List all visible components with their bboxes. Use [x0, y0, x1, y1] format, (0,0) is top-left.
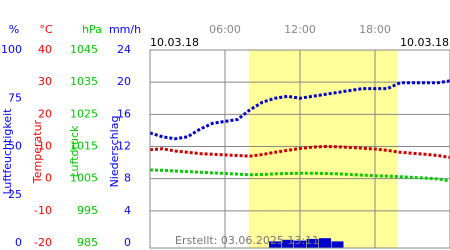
- daylight-band: [248, 50, 398, 248]
- start-date: 10.03.18: [150, 36, 199, 49]
- axis-title: Temperatur: [31, 119, 44, 184]
- y-tick-label: 20: [117, 75, 131, 88]
- x-tick-label: 18:00: [359, 23, 391, 36]
- y-tick-label: 0: [45, 172, 52, 185]
- y-tick-label: 25: [8, 188, 22, 201]
- y-tick-label: 1035: [70, 75, 98, 88]
- axis-unit: °C: [39, 23, 53, 36]
- y-tick-label: 75: [8, 91, 22, 104]
- precip-bar: [269, 241, 281, 248]
- y-tick-label: 10: [38, 140, 52, 153]
- plot-area: [149, 49, 450, 249]
- y-tick-label: 1025: [70, 107, 98, 120]
- axis-unit: %: [9, 23, 19, 36]
- axis-unit: mm/h: [109, 23, 141, 36]
- footnote: Erstellt: 03.06.2025 13:11: [175, 234, 319, 247]
- y-tick-label: 40: [38, 43, 52, 56]
- y-tick-label: 30: [38, 75, 52, 88]
- y-tick-label: 24: [117, 43, 131, 56]
- y-tick-label: 100: [1, 43, 22, 56]
- precip-bar: [331, 241, 344, 248]
- y-tick-label: -10: [34, 204, 52, 217]
- y-tick-label: 995: [77, 204, 98, 217]
- axis-title: Niederschlag: [108, 116, 121, 188]
- y-tick-label: 1015: [70, 140, 98, 153]
- y-tick-label: 16: [117, 107, 131, 120]
- y-tick-label: 0: [124, 236, 131, 249]
- y-tick-label: 20: [38, 107, 52, 120]
- y-tick-label: 50: [8, 140, 22, 153]
- axis-title: Luftfeuchtigkeit: [1, 108, 14, 195]
- y-tick-label: 1005: [70, 172, 98, 185]
- precip-bar: [319, 238, 331, 248]
- precip-bar: [294, 240, 306, 248]
- precip-bar: [281, 239, 294, 248]
- precip-bar: [306, 238, 319, 248]
- x-tick-label: 12:00: [284, 23, 316, 36]
- series-line: [149, 144, 450, 159]
- end-date: 10.03.18: [400, 36, 449, 49]
- x-tick-label: 06:00: [209, 23, 241, 36]
- series-line: [149, 79, 450, 141]
- y-tick-label: 8: [124, 172, 131, 185]
- axis-unit: hPa: [82, 23, 102, 36]
- y-tick-label: 0: [15, 236, 22, 249]
- y-tick-label: 4: [124, 204, 131, 217]
- y-tick-label: -20: [34, 236, 52, 249]
- y-tick-label: 12: [117, 140, 131, 153]
- axis-title: Luftdruck: [68, 125, 81, 177]
- y-tick-label: 985: [77, 236, 98, 249]
- y-tick-label: 1045: [70, 43, 98, 56]
- series-line: [149, 168, 450, 183]
